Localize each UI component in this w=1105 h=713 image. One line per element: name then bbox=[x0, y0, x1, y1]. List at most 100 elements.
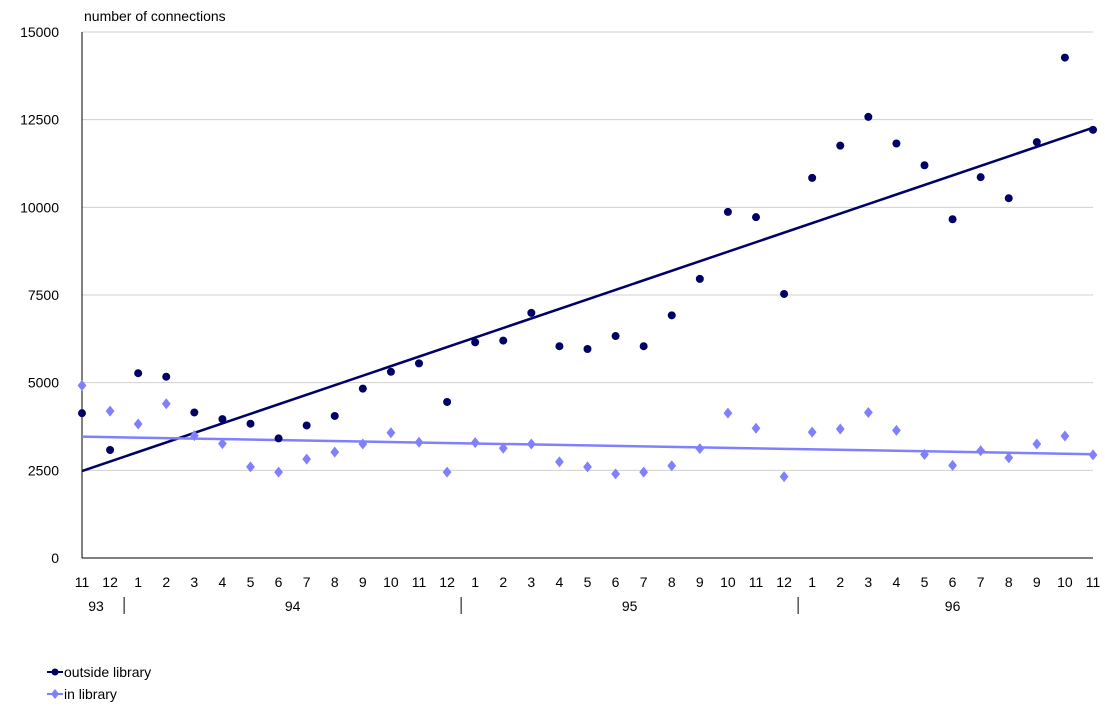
outside-library-point bbox=[190, 408, 199, 417]
in-library-point bbox=[526, 438, 536, 450]
x-tick-label: 1 bbox=[808, 574, 816, 590]
x-tick-label: 2 bbox=[162, 574, 170, 590]
in-library-point bbox=[1004, 452, 1014, 464]
y-tick-label: 10000 bbox=[20, 199, 59, 215]
in-library-point bbox=[863, 406, 873, 418]
outside-library-point bbox=[695, 274, 704, 283]
outside-library-point bbox=[415, 359, 423, 368]
in-library-point bbox=[77, 379, 87, 391]
outside-library-point bbox=[499, 336, 508, 345]
outside-library-point bbox=[162, 372, 171, 381]
outside-library-point bbox=[1089, 125, 1097, 134]
in-library-point bbox=[358, 438, 368, 450]
x-tick-label: 9 bbox=[359, 574, 367, 590]
in-library-point bbox=[274, 466, 283, 478]
outside-library-point bbox=[667, 311, 676, 320]
in-library-point bbox=[695, 443, 705, 455]
x-tick-label: 5 bbox=[247, 574, 255, 590]
in-library-point bbox=[835, 423, 845, 435]
x-tick-label: 7 bbox=[303, 574, 311, 590]
outside-library-point bbox=[1060, 53, 1069, 62]
in-library-point bbox=[639, 466, 649, 478]
outside-library-point bbox=[555, 342, 564, 351]
x-tick-label: 3 bbox=[527, 574, 535, 590]
x-tick-label: 2 bbox=[836, 574, 844, 590]
y-axis: 0 2500 5000 7500 10000 12500 15000 bbox=[20, 24, 83, 566]
x-tick-label: 7 bbox=[640, 574, 648, 590]
x-tick-label: 8 bbox=[1005, 574, 1013, 590]
in-library-point bbox=[442, 466, 452, 478]
outside-library-point bbox=[246, 419, 255, 428]
x-tick-label: 4 bbox=[893, 574, 901, 590]
outside-library-point bbox=[920, 161, 929, 170]
in-library-point bbox=[555, 456, 564, 468]
outside-library-point bbox=[836, 141, 845, 150]
x-tick-label: 12 bbox=[439, 574, 455, 590]
in-library-point bbox=[470, 437, 480, 449]
year-label: 94 bbox=[285, 598, 301, 614]
in-library-point bbox=[302, 453, 312, 465]
outside-library-point bbox=[583, 345, 592, 354]
legend-label-in-library: in library bbox=[64, 686, 117, 702]
x-tick-label: 10 bbox=[720, 574, 736, 590]
in-library-point bbox=[1088, 449, 1098, 461]
in-library-point bbox=[723, 407, 733, 419]
y-tick-label: 7500 bbox=[28, 287, 59, 303]
year-label: 96 bbox=[945, 598, 961, 614]
outside-library-point bbox=[723, 207, 732, 216]
in-library-point bbox=[386, 427, 396, 439]
x-tick-label: 1 bbox=[471, 574, 479, 590]
in-library-point bbox=[1060, 430, 1070, 442]
trendlines bbox=[81, 126, 1094, 473]
in-library-point bbox=[246, 461, 255, 473]
x-tick-label: 11 bbox=[75, 574, 90, 590]
x-tick-label: 7 bbox=[977, 574, 985, 590]
outside-library-point bbox=[639, 342, 648, 351]
outside-library-point bbox=[302, 421, 311, 430]
y-tick-label: 0 bbox=[51, 550, 59, 566]
x-tick-label: 2 bbox=[499, 574, 507, 590]
x-tick-label: 11 bbox=[412, 574, 427, 590]
outside-library-point bbox=[1032, 138, 1041, 147]
x-tick-label: 8 bbox=[331, 574, 339, 590]
in-library-point bbox=[105, 405, 115, 417]
outside-library-point bbox=[948, 215, 957, 224]
legend: outside library in library bbox=[47, 664, 151, 702]
y-axis-title: number of connections bbox=[84, 8, 226, 24]
x-tick-label: 5 bbox=[921, 574, 929, 590]
in-library-point bbox=[667, 460, 677, 472]
data-points bbox=[77, 53, 1098, 483]
x-tick-label: 11 bbox=[1086, 574, 1101, 590]
in-library-point bbox=[611, 468, 620, 480]
year-label: 95 bbox=[622, 598, 638, 614]
in-library-point bbox=[583, 461, 592, 473]
outside-library-point bbox=[471, 338, 480, 347]
outside-library-point bbox=[976, 173, 985, 182]
in-library-point bbox=[920, 449, 929, 461]
outside-library-point bbox=[611, 332, 620, 341]
x-tick-label: 1 bbox=[134, 574, 142, 590]
x-tick-label: 5 bbox=[584, 574, 592, 590]
x-tick-label: 9 bbox=[696, 574, 704, 590]
in-library-point bbox=[133, 418, 143, 430]
x-tick-label: 4 bbox=[556, 574, 564, 590]
legend-marker-in-library bbox=[51, 689, 59, 699]
y-tick-label: 15000 bbox=[20, 24, 59, 40]
x-tick-label: 3 bbox=[864, 574, 872, 590]
y-tick-label: 12500 bbox=[20, 112, 59, 128]
in-library-point bbox=[779, 471, 789, 483]
y-tick-label: 5000 bbox=[28, 375, 59, 391]
outside-library-point bbox=[752, 213, 760, 222]
x-tick-label: 6 bbox=[949, 574, 957, 590]
x-tick-label: 4 bbox=[219, 574, 227, 590]
outside-library-point bbox=[443, 397, 452, 406]
in-library-point bbox=[948, 459, 957, 471]
x-tick-label: 3 bbox=[190, 574, 198, 590]
outside-library-point bbox=[808, 173, 817, 182]
outside-library-point bbox=[892, 139, 901, 148]
in-library-point bbox=[498, 442, 508, 454]
x-tick-label: 10 bbox=[1057, 574, 1073, 590]
outside-library-point bbox=[358, 384, 367, 393]
in-library-point bbox=[161, 398, 171, 410]
